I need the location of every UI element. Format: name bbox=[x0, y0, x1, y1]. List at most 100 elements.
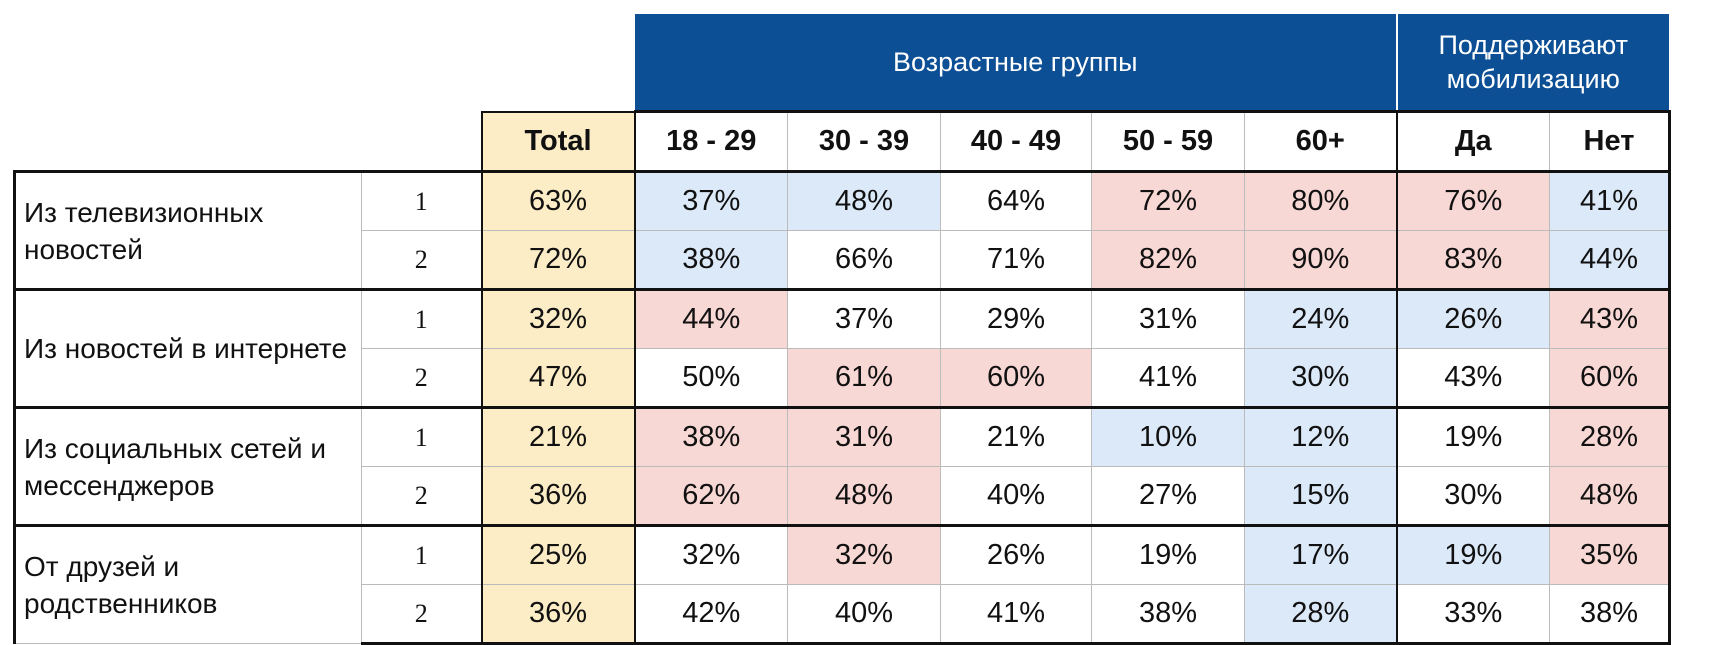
value-cell: 38% bbox=[634, 406, 788, 467]
value-cell: 76% bbox=[1395, 170, 1550, 231]
value-cell: 80% bbox=[1244, 170, 1397, 231]
table-row: Total 18 - 29 30 - 39 40 - 49 50 - 59 60+ Да Не… bbox=[15, 110, 1671, 173]
wave-number: 2 bbox=[361, 230, 482, 291]
value-cell: 44% bbox=[634, 288, 788, 349]
column-header: Нет bbox=[1549, 110, 1671, 173]
total-cell: 36% bbox=[480, 466, 636, 527]
value-cell: 44% bbox=[1549, 230, 1671, 291]
blank-cell bbox=[15, 112, 482, 172]
value-cell: 38% bbox=[634, 230, 788, 291]
value-cell: 60% bbox=[940, 348, 1092, 409]
value-cell: 41% bbox=[1091, 348, 1245, 409]
value-cell: 27% bbox=[1091, 466, 1245, 527]
column-header: Да bbox=[1395, 110, 1550, 173]
value-cell: 90% bbox=[1244, 230, 1397, 291]
value-cell: 38% bbox=[1091, 584, 1245, 645]
value-cell: 32% bbox=[634, 524, 788, 585]
wave-number: 2 bbox=[361, 584, 482, 645]
row-label: От друзей и родственников bbox=[13, 524, 362, 644]
value-cell: 26% bbox=[940, 524, 1092, 585]
total-cell: 25% bbox=[480, 524, 636, 585]
table-row: 2 72% 38% 66% 71% 82% 90% 83% 44% bbox=[15, 230, 1671, 291]
value-cell: 15% bbox=[1244, 466, 1397, 527]
value-cell: 48% bbox=[787, 170, 941, 231]
table-row: 2 36% 62% 48% 40% 27% 15% 30% 48% bbox=[15, 466, 1671, 527]
value-cell: 24% bbox=[1244, 288, 1397, 349]
value-cell: 10% bbox=[1091, 406, 1245, 467]
wave-number: 1 bbox=[361, 170, 482, 231]
value-cell: 48% bbox=[1549, 466, 1671, 527]
value-cell: 37% bbox=[634, 170, 788, 231]
table-row: Из новостей в интернете 1 32% 44% 37% 29% 31% 2… bbox=[13, 288, 1671, 408]
value-cell: 26% bbox=[1395, 288, 1550, 349]
total-cell: 72% bbox=[480, 230, 636, 291]
table-row: 2 36% 42% 40% 41% 38% 28% 33% 38% bbox=[15, 584, 1671, 645]
column-header: Total bbox=[480, 110, 636, 173]
table-row: Из социальных сетей и мессенджеров 1 21% 38… bbox=[13, 406, 1671, 526]
total-cell: 63% bbox=[480, 170, 636, 231]
table-row: От друзей и родственников 1 25% 32% 32% 26% 19… bbox=[13, 524, 1671, 644]
wave-number: 1 bbox=[361, 406, 482, 467]
value-cell: 41% bbox=[940, 584, 1092, 645]
group-header: Возрастные группы bbox=[634, 13, 1397, 112]
wave-number: 1 bbox=[361, 288, 482, 349]
value-cell: 50% bbox=[634, 348, 788, 409]
total-cell: 21% bbox=[480, 406, 636, 467]
value-cell: 83% bbox=[1395, 230, 1550, 291]
value-cell: 41% bbox=[1549, 170, 1671, 231]
value-cell: 19% bbox=[1091, 524, 1245, 585]
blank-cell bbox=[15, 14, 635, 112]
wave-number: 2 bbox=[361, 348, 482, 409]
row-label: Из телевизионных новостей bbox=[13, 170, 362, 290]
table-row: 2 47% 50% 61% 60% 41% 30% 43% 60% bbox=[15, 348, 1671, 409]
column-header: 50 - 59 bbox=[1091, 110, 1245, 173]
wave-number: 2 bbox=[361, 466, 482, 527]
value-cell: 42% bbox=[634, 584, 788, 645]
value-cell: 40% bbox=[940, 466, 1092, 527]
value-cell: 30% bbox=[1244, 348, 1397, 409]
value-cell: 19% bbox=[1395, 524, 1550, 585]
column-header: 60+ bbox=[1244, 110, 1397, 173]
value-cell: 64% bbox=[940, 170, 1092, 231]
row-label: Из новостей в интернете bbox=[13, 288, 362, 408]
value-cell: 71% bbox=[940, 230, 1092, 291]
value-cell: 30% bbox=[1395, 466, 1550, 527]
column-header: 18 - 29 bbox=[634, 110, 788, 173]
value-cell: 32% bbox=[787, 524, 941, 585]
value-cell: 82% bbox=[1091, 230, 1245, 291]
value-cell: 60% bbox=[1549, 348, 1671, 409]
value-cell: 40% bbox=[787, 584, 941, 645]
value-cell: 72% bbox=[1091, 170, 1245, 231]
value-cell: 12% bbox=[1244, 406, 1397, 467]
value-cell: 31% bbox=[1091, 288, 1245, 349]
value-cell: 29% bbox=[940, 288, 1092, 349]
total-cell: 32% bbox=[480, 288, 636, 349]
value-cell: 33% bbox=[1395, 584, 1550, 645]
table-row: Из телевизионных новостей 1 63% 37% 48% 64% 72… bbox=[13, 170, 1671, 290]
total-cell: 47% bbox=[480, 348, 636, 409]
group-header: Поддерживают мобилизацию bbox=[1395, 13, 1670, 112]
value-cell: 43% bbox=[1549, 288, 1671, 349]
value-cell: 38% bbox=[1549, 584, 1671, 645]
row-label: Из социальных сетей и мессенджеров bbox=[13, 406, 362, 526]
data-table: Возрастные группы Поддерживают мобилизаци… bbox=[13, 13, 1671, 645]
value-cell: 61% bbox=[787, 348, 941, 409]
column-header: 40 - 49 bbox=[940, 110, 1092, 173]
value-cell: 37% bbox=[787, 288, 941, 349]
value-cell: 48% bbox=[787, 466, 941, 527]
table-row: Возрастные группы Поддерживают мобилизаци… bbox=[15, 13, 1670, 112]
value-cell: 62% bbox=[634, 466, 788, 527]
value-cell: 43% bbox=[1395, 348, 1550, 409]
value-cell: 35% bbox=[1549, 524, 1671, 585]
value-cell: 28% bbox=[1244, 584, 1397, 645]
value-cell: 21% bbox=[940, 406, 1092, 467]
column-header: 30 - 39 bbox=[787, 110, 941, 173]
value-cell: 19% bbox=[1395, 406, 1550, 467]
total-cell: 36% bbox=[480, 584, 636, 645]
value-cell: 28% bbox=[1549, 406, 1671, 467]
wave-number: 1 bbox=[361, 524, 482, 585]
value-cell: 66% bbox=[787, 230, 941, 291]
value-cell: 17% bbox=[1244, 524, 1397, 585]
value-cell: 31% bbox=[787, 406, 941, 467]
